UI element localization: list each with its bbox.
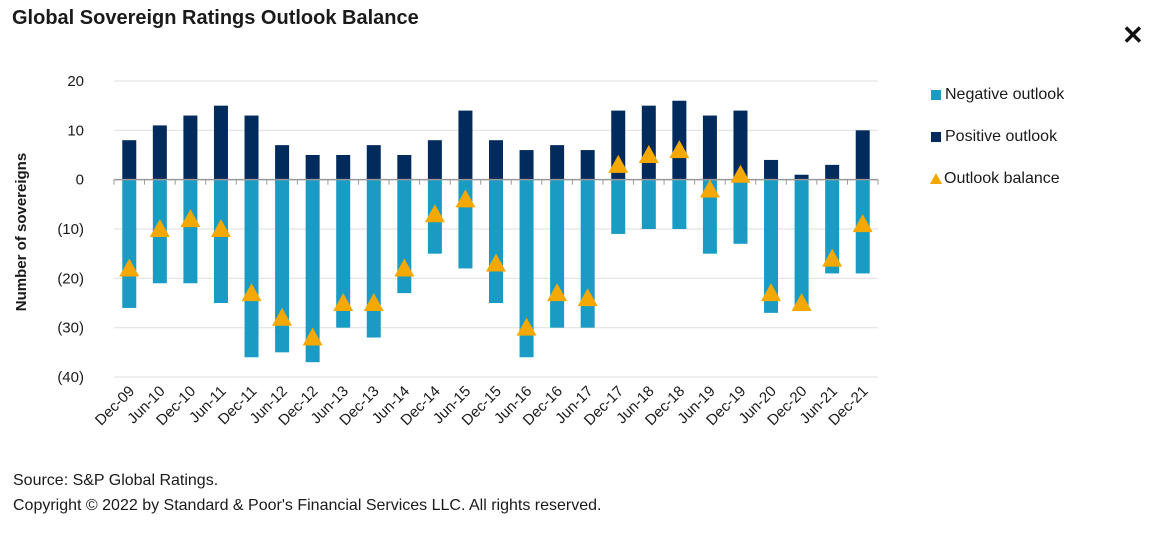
bar-positive-outlook xyxy=(580,150,595,180)
y-tick-label: 10 xyxy=(67,122,84,139)
balance-marker xyxy=(455,189,476,208)
bar-positive-outlook xyxy=(213,105,228,180)
y-tick-label: (20) xyxy=(57,270,84,287)
balance-marker xyxy=(486,253,506,272)
balance-marker xyxy=(699,179,720,198)
legend-item-positive: Positive outlook xyxy=(930,126,1064,147)
bar-positive-outlook xyxy=(550,145,565,180)
y-tick-label: 0 xyxy=(76,172,84,189)
bar-negative-outlook xyxy=(702,179,717,254)
bar-negative-outlook xyxy=(213,179,228,303)
bars xyxy=(122,100,870,363)
balance-marker xyxy=(424,204,445,223)
balance-marker xyxy=(241,283,262,302)
y-tick-label: (10) xyxy=(57,221,84,238)
bar-positive-outlook xyxy=(855,130,870,180)
bar-positive-outlook xyxy=(122,140,137,180)
balance-marker xyxy=(577,288,598,307)
balance-marker xyxy=(302,327,323,346)
bar-positive-outlook xyxy=(489,140,503,180)
balance-marker xyxy=(394,258,415,277)
balance-marker xyxy=(333,293,354,311)
balance-marker xyxy=(761,283,782,302)
bar-negative-outlook xyxy=(580,179,595,328)
bar-positive-outlook xyxy=(458,110,473,180)
bar-negative-outlook xyxy=(244,179,259,358)
bar-negative-outlook xyxy=(550,179,565,328)
balance-marker xyxy=(149,219,170,237)
bar-positive-outlook xyxy=(825,164,840,180)
y-tick-label: (40) xyxy=(57,369,84,386)
balance-marker xyxy=(638,145,659,163)
balance-marker xyxy=(210,219,231,237)
y-axis-ticks: 20 10 0 (10) (20) (30) (40) xyxy=(57,73,84,386)
balance-marker xyxy=(852,214,873,233)
y-tick-label: 20 xyxy=(67,73,84,90)
bar-negative-outlook xyxy=(733,179,748,244)
gridlines xyxy=(114,80,878,378)
bar-positive-outlook xyxy=(275,145,290,180)
bar-negative-outlook xyxy=(825,179,840,274)
bar-negative-outlook xyxy=(764,179,779,313)
bar-positive-outlook xyxy=(427,140,442,180)
bar-positive-outlook xyxy=(183,115,198,180)
bar-positive-outlook xyxy=(764,159,779,180)
bar-positive-outlook xyxy=(519,150,534,180)
bar-negative-outlook xyxy=(794,179,809,308)
chart-title: Global Sovereign Ratings Outlook Balance xyxy=(12,7,419,29)
y-axis-label: Number of sovereigns xyxy=(13,153,30,311)
bar-negative-outlook xyxy=(611,179,626,234)
balance-marker xyxy=(547,283,568,302)
bar-positive-outlook xyxy=(366,145,381,180)
legend: Negative outlook Positive outlook Outloo… xyxy=(930,84,1064,210)
bar-positive-outlook xyxy=(397,155,412,180)
bar-positive-outlook xyxy=(244,115,259,180)
balance-markers xyxy=(119,140,873,346)
bar-negative-outlook xyxy=(641,179,656,229)
y-tick-label: (30) xyxy=(57,320,84,337)
balance-marker xyxy=(516,317,537,336)
bar-negative-outlook xyxy=(275,179,290,353)
legend-item-negative: Negative outlook xyxy=(930,84,1064,105)
balance-marker xyxy=(272,307,293,326)
legend-swatch-positive xyxy=(931,131,941,142)
bar-positive-outlook xyxy=(152,125,167,180)
copyright-note: Copyright © 2022 by Standard & Poor's Fi… xyxy=(13,497,602,514)
triangle-icon xyxy=(930,173,942,184)
legend-label-positive: Positive outlook xyxy=(945,127,1058,145)
balance-marker xyxy=(608,154,629,173)
bar-negative-outlook xyxy=(397,179,412,294)
balance-marker xyxy=(180,209,201,228)
balance-marker xyxy=(669,140,690,159)
bar-positive-outlook xyxy=(305,155,320,180)
balance-marker xyxy=(822,248,843,267)
bar-negative-outlook xyxy=(366,179,381,338)
balance-marker xyxy=(791,293,812,311)
balance-marker xyxy=(119,258,140,277)
bar-positive-outlook xyxy=(794,174,809,180)
bar-negative-outlook xyxy=(672,179,687,229)
legend-item-balance: Outlook balance xyxy=(930,168,1064,189)
bar-negative-outlook xyxy=(489,179,503,303)
x-axis xyxy=(113,178,879,185)
legend-label-negative: Negative outlook xyxy=(945,85,1065,103)
balance-marker xyxy=(363,293,384,311)
x-axis-ticks: Dec-09Jun-10Dec-10Jun-11Dec-11Jun-12Dec-… xyxy=(92,383,872,429)
legend-swatch-negative xyxy=(931,89,941,100)
bar-negative-outlook xyxy=(336,179,351,328)
close-icon[interactable]: ✕ xyxy=(1122,20,1144,50)
bar-negative-outlook xyxy=(183,179,198,284)
bar-negative-outlook xyxy=(519,179,534,358)
bar-negative-outlook xyxy=(122,179,137,308)
bar-positive-outlook xyxy=(336,155,351,180)
bar-negative-outlook xyxy=(305,179,320,363)
legend-label-balance: Outlook balance xyxy=(944,169,1060,187)
bar-positive-outlook xyxy=(733,110,748,180)
source-note: Source: S&P Global Ratings. xyxy=(13,472,219,489)
bar-positive-outlook xyxy=(641,105,656,180)
balance-marker xyxy=(730,164,751,183)
bar-positive-outlook xyxy=(702,115,717,180)
